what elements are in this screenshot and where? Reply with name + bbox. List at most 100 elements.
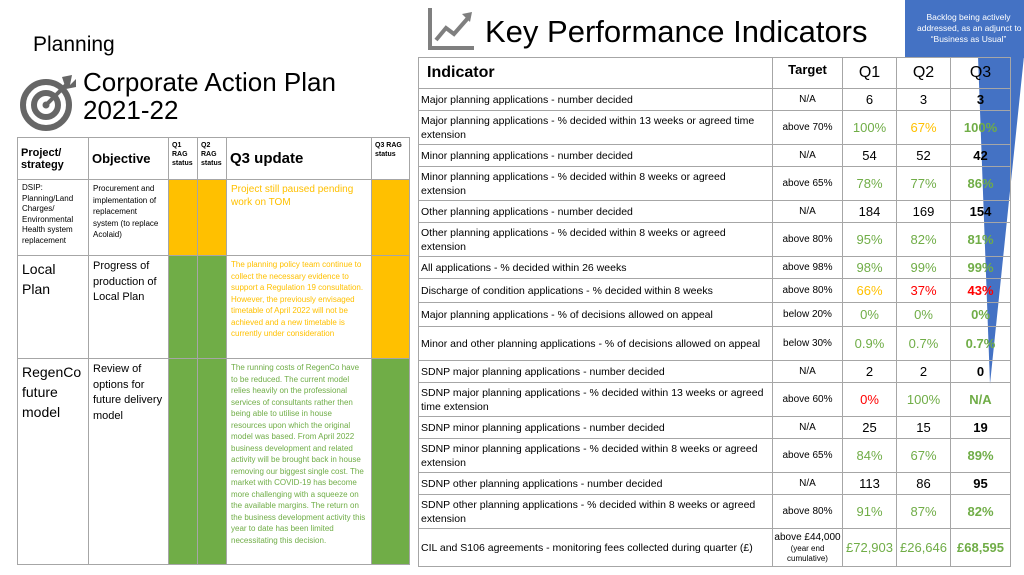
header-indicator: Indicator <box>418 57 773 89</box>
target-value: above 80% <box>782 505 833 517</box>
project-cell: RegenCo future model <box>17 358 89 565</box>
header-q2-rag: Q2 RAG status <box>197 137 227 180</box>
indicator-cell: Other planning applications - % decided … <box>418 222 773 257</box>
target-icon <box>20 75 76 131</box>
kpi-row: SDNP major planning applications - numbe… <box>418 360 1011 383</box>
q1-value: 6 <box>842 88 897 111</box>
q2-value: 52 <box>896 144 951 167</box>
kpi-row: Other planning applications - number dec… <box>418 200 1011 223</box>
q1-value: 98% <box>842 256 897 279</box>
indicator-cell: Major planning applications - number dec… <box>418 88 773 111</box>
target-value: above 98% <box>782 261 833 273</box>
target-value: N/A <box>799 421 816 433</box>
kpi-row: Major planning applications - % of decis… <box>418 302 1011 327</box>
q1-rag-cell <box>168 255 198 359</box>
indicator-cell: SDNP minor planning applications - % dec… <box>418 438 773 473</box>
callout-line: addressed, as an adjunct to <box>917 23 1022 33</box>
indicator-cell: Minor planning applications - % decided … <box>418 166 773 201</box>
corporate-action-plan-table: Project/ strategy Objective Q1 RAG statu… <box>17 137 410 565</box>
kpi-row: CIL and S106 agreements - monitoring fee… <box>418 528 1011 567</box>
header-q3-update: Q3 update <box>226 137 372 180</box>
q3-update-cell: The running costs of RegenCo have to be … <box>226 358 372 565</box>
target-value: N/A <box>799 365 816 377</box>
q1-value: 2 <box>842 360 897 383</box>
target-value: N/A <box>799 205 816 217</box>
indicator-cell: SDNP major planning applications - numbe… <box>418 360 773 383</box>
project-cell: Local Plan <box>17 255 89 359</box>
target-cell: N/A <box>772 360 843 383</box>
header-q2: Q2 <box>896 57 951 89</box>
q2-value: 86 <box>896 472 951 495</box>
q2-value: 169 <box>896 200 951 223</box>
q3-update-cell: The planning policy team continue to col… <box>226 255 372 359</box>
kpi-row: Major planning applications - % decided … <box>418 110 1011 145</box>
target-cell: above 80% <box>772 222 843 257</box>
table-row: DSIP: Planning/Land Charges/ Environment… <box>17 179 410 256</box>
q3-rag-cell <box>371 179 410 256</box>
q1-value: 113 <box>842 472 897 495</box>
q3-update-cell: Project still paused pending work on TOM <box>226 179 372 256</box>
target-value: above 80% <box>782 284 833 296</box>
q2-value: 82% <box>896 222 951 257</box>
header-q3: Q3 <box>950 57 1011 89</box>
page-title: Corporate Action Plan 2021-22 <box>83 68 336 124</box>
q2-value: 99% <box>896 256 951 279</box>
kpi-row: SDNP major planning applications - % dec… <box>418 382 1011 417</box>
q2-value: 15 <box>896 416 951 439</box>
q2-value: 0% <box>896 302 951 327</box>
q2-value: 87% <box>896 494 951 529</box>
project-cell: DSIP: Planning/Land Charges/ Environment… <box>17 179 89 256</box>
q3-value: 42 <box>950 144 1011 167</box>
q1-value: 25 <box>842 416 897 439</box>
q3-value: 82% <box>950 494 1011 529</box>
target-value: below 20% <box>783 308 832 320</box>
kpi-row: SDNP other planning applications - % dec… <box>418 494 1011 529</box>
q2-value: 37% <box>896 278 951 303</box>
chart-growth-icon <box>428 8 474 50</box>
target-cell: above 80% <box>772 494 843 529</box>
target-value: above 80% <box>782 233 833 245</box>
q2-value: 2 <box>896 360 951 383</box>
kpi-row: SDNP minor planning applications - % dec… <box>418 438 1011 473</box>
target-cell: N/A <box>772 472 843 495</box>
q3-value: 99% <box>950 256 1011 279</box>
q3-rag-cell <box>371 255 410 359</box>
q1-value: 66% <box>842 278 897 303</box>
indicator-cell: SDNP major planning applications - % dec… <box>418 382 773 417</box>
q3-value: 3 <box>950 88 1011 111</box>
kpi-row: SDNP minor planning applications - numbe… <box>418 416 1011 439</box>
target-cell: N/A <box>772 88 843 111</box>
indicator-cell: SDNP other planning applications - % dec… <box>418 494 773 529</box>
q3-value: 0 <box>950 360 1011 383</box>
indicator-cell: Major planning applications - % of decis… <box>418 302 773 327</box>
callout-line: “Business as Usual” <box>930 34 1007 44</box>
q2-value: 67% <box>896 438 951 473</box>
q1-value: 100% <box>842 110 897 145</box>
indicator-cell: All applications - % decided within 26 w… <box>418 256 773 279</box>
q3-rag-cell <box>371 358 410 565</box>
q2-value: 67% <box>896 110 951 145</box>
q2-value: 3 <box>896 88 951 111</box>
q3-value: 81% <box>950 222 1011 257</box>
kpi-title: Key Performance Indicators <box>485 14 868 49</box>
target-cell: above £44,000 (year end cumulative) <box>772 528 843 567</box>
indicator-cell: SDNP other planning applications - numbe… <box>418 472 773 495</box>
q3-value: 0.7% <box>950 326 1011 361</box>
header-q1: Q1 <box>842 57 897 89</box>
q2-rag-cell <box>197 358 227 565</box>
q1-value: 0% <box>842 302 897 327</box>
q3-value: 95 <box>950 472 1011 495</box>
target-cell: N/A <box>772 144 843 167</box>
objective-cell: Procurement and implementation of replac… <box>88 179 169 256</box>
target-cell: below 30% <box>772 326 843 361</box>
page-title-line1: Corporate Action Plan <box>83 67 336 97</box>
q3-value: 43% <box>950 278 1011 303</box>
header-target: Target <box>772 57 843 89</box>
q2-value: 0.7% <box>896 326 951 361</box>
q3-value: 86% <box>950 166 1011 201</box>
target-cell: above 70% <box>772 110 843 145</box>
target-cell: above 65% <box>772 438 843 473</box>
target-note: (year end cumulative) <box>787 543 828 563</box>
q1-rag-cell <box>168 179 198 256</box>
target-cell: above 80% <box>772 278 843 303</box>
